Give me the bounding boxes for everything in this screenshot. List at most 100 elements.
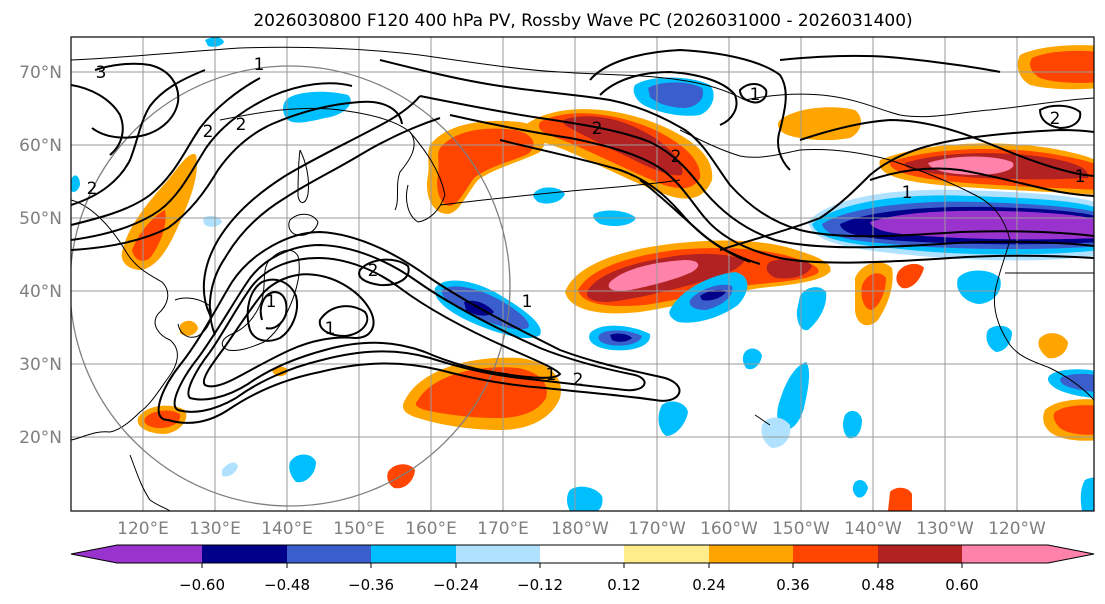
contour-line — [799, 118, 1094, 177]
pv-negative-region — [283, 91, 351, 123]
pv-negative-region — [533, 187, 565, 204]
contour-line — [71, 84, 124, 156]
lat-label: 30°N — [19, 355, 62, 375]
coastline-east-asia — [71, 199, 178, 441]
contour-line — [259, 290, 288, 330]
contour-line — [173, 243, 646, 413]
contour-label: 1 — [325, 319, 336, 339]
pv-negative-region — [648, 82, 704, 108]
contour-label: 2 — [236, 115, 247, 135]
contour-line — [719, 128, 1094, 251]
great-circle-marker — [71, 65, 511, 507]
colorbar-extension-high — [1048, 545, 1094, 563]
coastline-hawaii — [754, 414, 771, 426]
contour-line — [202, 273, 375, 388]
pv-positive-region — [272, 366, 288, 377]
pv-positive-region — [608, 260, 699, 291]
pv-negative-region — [610, 333, 632, 342]
lon-label: 150°W — [772, 519, 830, 539]
colorbar-tick-label: 0.12 — [607, 576, 640, 594]
contour-line — [449, 114, 1094, 264]
lon-label: 170°W — [628, 519, 686, 539]
coastline-north-america-west — [993, 239, 1094, 401]
colorbar-tick-label: −0.24 — [433, 576, 479, 594]
lat-label: 40°N — [19, 282, 62, 302]
lon-label: 130°E — [189, 519, 241, 539]
pv-negative-region — [700, 289, 726, 301]
pv-negative-region — [761, 417, 791, 448]
lat-label: 20°N — [19, 428, 62, 448]
colorbar-tick-label: −0.36 — [348, 576, 394, 594]
colorbar-tick-label: 0.36 — [776, 576, 809, 594]
lon-label: 170°E — [477, 519, 529, 539]
pv-positive-region — [888, 487, 912, 511]
pv-negative-region — [852, 480, 868, 498]
contour-label: 2 — [87, 179, 98, 199]
pv-positive-region — [861, 273, 886, 310]
lon-label: 140°E — [261, 519, 313, 539]
figure-title: 2026030800 F120 400 hPa PV, Rossby Wave … — [253, 11, 912, 31]
lon-label: 120°E — [117, 519, 169, 539]
contour-label: 2 — [592, 119, 603, 139]
colorbar-ticks: −0.60 −0.48 −0.36 −0.24 −0.12 0.12 0.24 0.36 0.4… — [179, 563, 979, 594]
pv-negative-region — [222, 462, 238, 477]
contour-line — [419, 95, 1094, 249]
pv-negative-region — [796, 287, 827, 331]
pv-positive-region — [415, 367, 547, 418]
contour-line — [738, 83, 768, 104]
colorbar-segment — [287, 545, 371, 563]
lon-label: 160°W — [700, 519, 758, 539]
colorbar-segment — [202, 545, 287, 563]
contour-line — [208, 117, 441, 336]
contour-line — [318, 305, 369, 338]
pv-positive-region — [1053, 405, 1094, 435]
lon-label: 150°E — [333, 519, 385, 539]
contour-label: 1 — [750, 85, 761, 105]
contour-line — [379, 59, 1094, 238]
contour-line — [91, 62, 180, 139]
contour-label: 1 — [902, 183, 913, 203]
pv-positive-region — [896, 263, 924, 289]
lat-label: 60°N — [19, 136, 62, 156]
colorbar-segment — [117, 545, 202, 563]
contour-line — [589, 48, 791, 171]
pv-positive-region — [1030, 50, 1094, 83]
map-content: 3 2 2 2 1 1 1 1 2 1 2 2 1 2 1 1 2 — [71, 37, 1094, 511]
contour-line — [187, 256, 562, 401]
coastline-alaska-south — [679, 129, 1011, 241]
colorbar-tick-label: 0.48 — [861, 576, 894, 594]
lat-label: 70°N — [19, 63, 62, 83]
colorbar-segment — [793, 545, 878, 563]
colorbar-extension-low — [71, 545, 117, 563]
contour-line — [246, 278, 298, 342]
lat-label: 50°N — [19, 209, 62, 229]
lon-label: 130°W — [916, 519, 974, 539]
lat-labels: 20°N 30°N 40°N 50°N 60°N 70°N — [19, 63, 62, 448]
colorbar-tick-label: −0.60 — [179, 576, 225, 594]
contour-label: 1 — [266, 292, 277, 312]
pv-positive-region — [1038, 333, 1068, 359]
coastline-kamchatka — [405, 131, 446, 223]
colorbar-segment — [371, 545, 456, 563]
contour-line — [157, 230, 681, 424]
coastline-sakhalin — [297, 149, 309, 203]
contour-line — [599, 70, 738, 126]
lon-label: 120°W — [988, 519, 1046, 539]
coastline-philippines — [129, 454, 171, 511]
pv-negative-region — [71, 175, 80, 193]
lon-labels: 120°E 130°E 140°E 150°E 160°E 170°E 180°… — [117, 519, 1046, 539]
contour-label: 1 — [254, 55, 265, 75]
contour-line — [71, 69, 206, 206]
colorbar-outline — [70, 544, 1095, 564]
contour-label: 2 — [671, 147, 682, 167]
colorbar-tick-label: −0.48 — [264, 576, 310, 594]
colorbar-segment — [878, 545, 962, 563]
map-panel: 3 2 2 2 1 1 1 1 2 1 2 2 1 2 1 1 2 20° — [19, 36, 1095, 539]
pv-negative-region — [289, 454, 316, 483]
contour-line — [779, 54, 1001, 73]
contour-line — [869, 167, 1094, 197]
coastline-korea — [174, 297, 212, 338]
coastline-alaska — [744, 93, 1094, 118]
colorbar-tick-label: −0.12 — [517, 576, 563, 594]
